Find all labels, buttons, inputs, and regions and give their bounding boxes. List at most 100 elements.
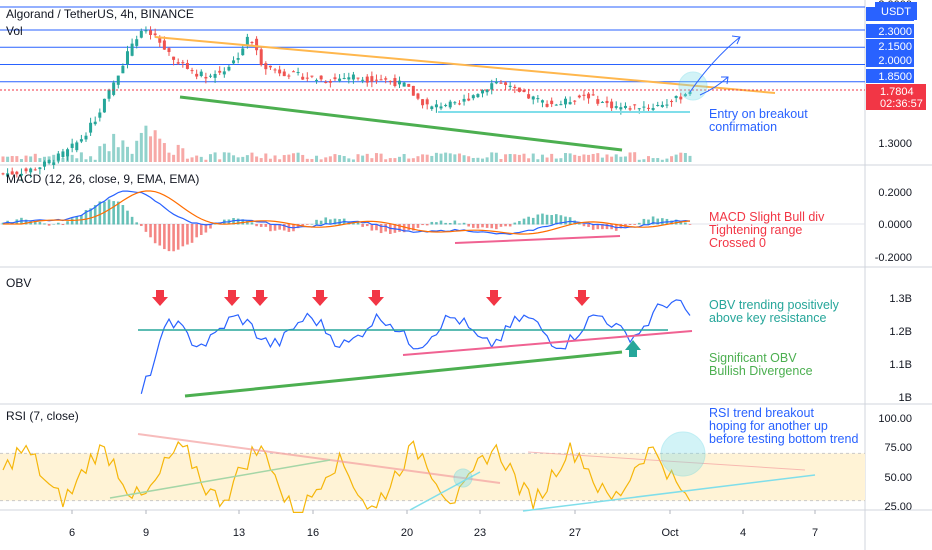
price-candle — [116, 75, 120, 85]
macd-histogram-bar — [596, 224, 600, 230]
volume-bar — [356, 154, 360, 162]
volume-bar — [19, 159, 23, 162]
macd-histogram-bar — [204, 224, 208, 233]
volume-bar — [38, 158, 42, 162]
price-candle — [674, 96, 678, 99]
rsi-tick-label-2: 50.00 — [884, 472, 912, 484]
price-candle — [250, 41, 254, 43]
last-price-tag — [866, 84, 926, 110]
volume-bar — [637, 159, 641, 162]
volume-bar — [494, 152, 498, 162]
volume-bar — [582, 154, 586, 162]
volume-bar — [457, 153, 461, 162]
volume-bar — [282, 155, 286, 162]
obv-down-arrow-2 — [252, 290, 268, 306]
price-candle — [688, 91, 692, 95]
price-candle — [162, 40, 166, 50]
price-candle — [185, 63, 189, 69]
volume-bar — [1, 156, 5, 162]
volume-bar — [665, 158, 669, 162]
macd-histogram-bar — [70, 218, 74, 225]
volume-bar — [135, 140, 139, 162]
price-resistance-trendline — [154, 36, 776, 94]
volume-bar — [84, 159, 88, 162]
price-candle — [471, 95, 475, 99]
rsi-support-line-3 — [522, 474, 816, 512]
obv-title: OBV — [6, 276, 32, 290]
price-candle — [121, 65, 125, 74]
macd-histogram-bar — [402, 224, 406, 233]
volume-bar — [683, 153, 687, 162]
volume-bar — [259, 158, 263, 162]
price-candle — [84, 135, 88, 140]
macd-histogram-bar — [209, 224, 212, 229]
price-candle — [255, 38, 259, 51]
rsi-support-line-2 — [409, 471, 481, 511]
price-candle — [587, 93, 591, 99]
volume-bar — [527, 158, 531, 162]
macd-histogram-bar — [149, 224, 152, 238]
obv-tick-label-1: 1.2B — [889, 326, 912, 338]
macd-histogram-bar — [430, 221, 434, 225]
volume-bar — [379, 153, 383, 162]
price-candle — [656, 104, 660, 106]
macd-histogram-bar — [578, 222, 581, 225]
price-candle — [453, 102, 457, 104]
volume-bar — [153, 130, 157, 162]
macd-histogram-bar — [453, 220, 457, 225]
volume-bar — [439, 153, 443, 162]
price-candle — [361, 79, 365, 81]
price-candle — [577, 95, 581, 98]
price-candle — [485, 89, 489, 93]
macd-histogram-bar — [66, 221, 69, 225]
price-level-tag-5 — [866, 69, 914, 83]
macd-histogram-bar — [522, 218, 526, 225]
price-candle — [660, 104, 664, 107]
price-candle — [370, 76, 374, 82]
macd-histogram-bar — [637, 222, 641, 225]
macd-histogram-bar — [153, 224, 157, 244]
obv-tick-label-2: 1.1B — [889, 359, 912, 371]
macd-histogram-bar — [333, 218, 337, 225]
volume-bar — [577, 155, 581, 162]
obv-support-line — [402, 330, 693, 356]
currency-label: USDT — [881, 6, 911, 18]
macd-histogram-bar — [241, 219, 245, 225]
volume-bar — [6, 156, 10, 162]
macd-histogram-bar — [490, 224, 494, 229]
macd-histogram-bar — [582, 224, 586, 227]
obv-down-arrow-4 — [368, 290, 384, 306]
price-candle — [421, 99, 425, 106]
obv-tick-label-0: 1.3B — [889, 293, 912, 305]
volume-bar — [107, 151, 111, 162]
macd-histogram-bar — [527, 216, 530, 225]
volume-bar — [476, 157, 480, 162]
price-candle — [273, 69, 277, 71]
macd-histogram-bar — [269, 224, 272, 232]
volume-bar — [674, 154, 678, 162]
volume-bar — [660, 159, 664, 162]
macd-histogram-bar — [306, 224, 309, 225]
price-candle — [605, 100, 609, 104]
volume-bar — [388, 158, 392, 162]
macd-histogram-bar — [550, 215, 553, 225]
price-candle — [554, 104, 558, 106]
macd-tick-label-2: -0.2000 — [875, 252, 912, 264]
macd-histogram-bar — [674, 219, 678, 225]
macd-histogram-bar — [619, 224, 623, 229]
macd-histogram-bar — [554, 214, 558, 225]
volume-bar — [33, 153, 37, 162]
macd-histogram-bar — [471, 224, 475, 228]
volume-bar — [651, 158, 655, 162]
obv-down-arrow-5 — [486, 290, 502, 306]
macd-histogram-bar — [103, 201, 106, 225]
macd-histogram-bar — [296, 224, 300, 229]
macd-histogram-bar — [135, 222, 139, 225]
volume-bar — [102, 143, 106, 162]
price-candle — [416, 93, 420, 99]
rsi-band — [0, 453, 865, 501]
volume-bar — [370, 158, 374, 162]
price-candle — [642, 106, 646, 108]
macd-histogram-bar — [379, 224, 383, 234]
